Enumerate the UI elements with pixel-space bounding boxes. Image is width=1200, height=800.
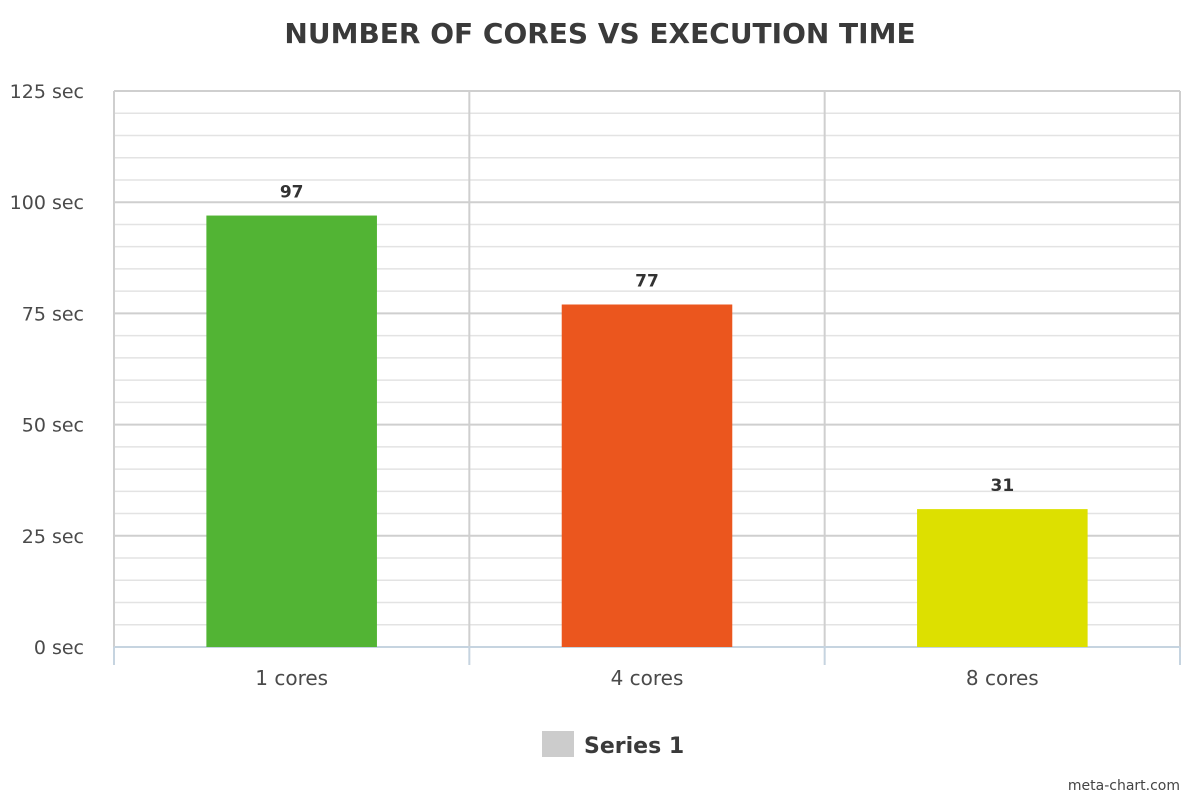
- bars: [206, 215, 1088, 647]
- bar-3: [917, 509, 1088, 647]
- legend-label: Series 1: [584, 734, 684, 759]
- legend: Series 1: [542, 731, 684, 759]
- y-tick-label: 100 sec: [10, 192, 84, 214]
- data-label-3: 31: [990, 476, 1014, 496]
- data-label-1: 97: [280, 183, 304, 203]
- data-labels: 97 77 31: [280, 183, 1014, 497]
- bar-1: [206, 215, 377, 647]
- y-tick-label: 125 sec: [10, 81, 84, 103]
- x-tick-label: 8 cores: [966, 666, 1039, 690]
- x-axis-ticks: 1 cores 4 cores 8 cores: [255, 666, 1038, 690]
- bar-2: [561, 304, 733, 647]
- legend-swatch: [542, 731, 574, 757]
- y-axis-ticks: 0 sec 25 sec 50 sec 75 sec 100 sec 125 sec: [10, 81, 84, 659]
- y-tick-label: 0 sec: [34, 637, 84, 659]
- y-tick-label: 25 sec: [22, 526, 84, 548]
- x-tick-label: 1 cores: [255, 666, 328, 690]
- y-tick-label: 50 sec: [22, 415, 84, 437]
- y-tick-label: 75 sec: [22, 303, 84, 325]
- data-label-2: 77: [635, 272, 659, 292]
- credit-text: meta-chart.com: [1068, 778, 1180, 794]
- chart-title: NUMBER OF CORES VS EXECUTION TIME: [284, 17, 915, 50]
- x-tick-label: 4 cores: [611, 666, 684, 690]
